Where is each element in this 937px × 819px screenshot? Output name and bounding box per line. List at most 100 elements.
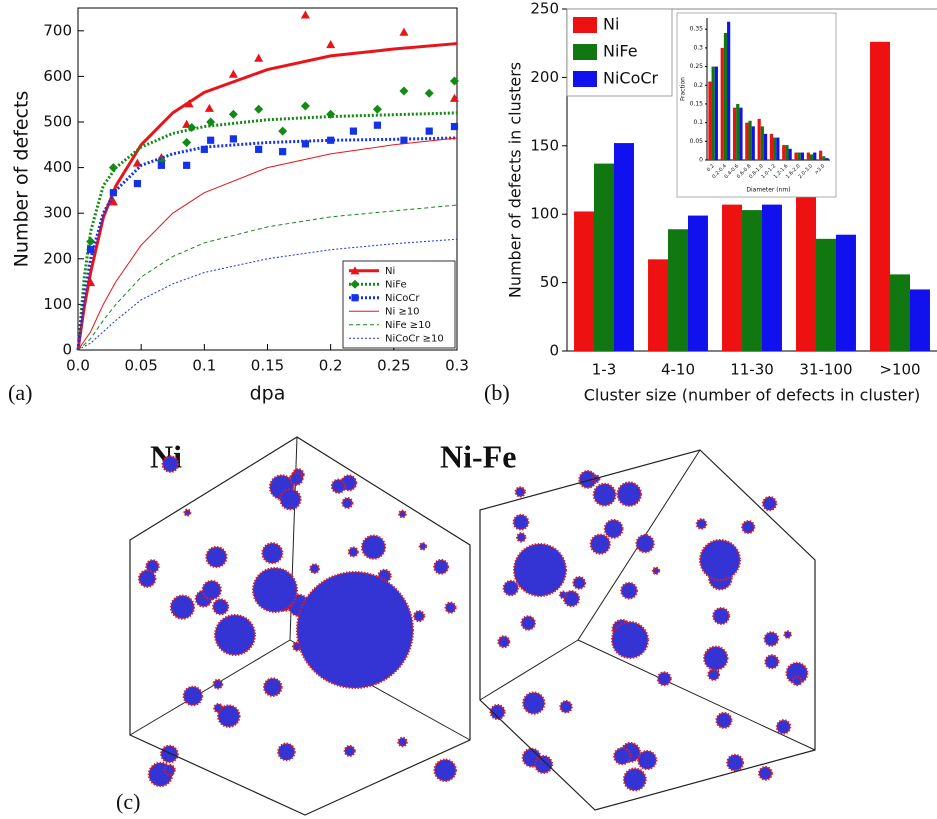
bar <box>745 122 749 160</box>
atom-cluster <box>637 749 658 771</box>
atom-cluster <box>201 579 222 601</box>
atom-cluster <box>715 711 733 729</box>
atom-cluster <box>205 545 228 569</box>
bar <box>594 163 614 351</box>
atom-cluster <box>252 567 298 613</box>
atom-cluster <box>212 678 224 690</box>
legend-label: NiFe <box>385 279 407 290</box>
atom-cluster <box>783 630 792 639</box>
atom-cluster <box>160 744 179 764</box>
atom-cluster <box>512 513 530 531</box>
atom-cluster <box>635 533 655 554</box>
data-point <box>200 145 208 153</box>
y-tick-label: 500 <box>43 113 72 131</box>
data-point <box>206 117 216 127</box>
bar <box>782 145 786 160</box>
data-point <box>228 109 238 119</box>
panel-label: (b) <box>484 380 510 405</box>
atom-cluster <box>651 566 661 575</box>
data-point <box>400 136 408 144</box>
bar <box>732 107 737 160</box>
bar <box>909 289 930 351</box>
bar <box>890 274 910 351</box>
atom-cluster <box>520 615 536 631</box>
atom-cluster <box>611 621 649 659</box>
data-point <box>349 127 358 135</box>
bar <box>742 210 762 351</box>
bar <box>806 152 810 160</box>
legend-label: NiFe ≥10 <box>385 320 431 331</box>
atom-cluster <box>433 558 450 575</box>
atom-cluster <box>562 590 581 608</box>
cube-edge <box>479 639 579 701</box>
y-tick-label: 0.05 <box>690 138 704 145</box>
data-point <box>254 53 264 62</box>
y-tick-label: 0.2 <box>693 82 703 89</box>
bar <box>668 229 688 351</box>
data-point <box>133 179 141 188</box>
data-point <box>187 122 197 132</box>
legend-label: Ni <box>385 266 395 277</box>
data-point <box>204 103 214 112</box>
bar <box>797 152 801 160</box>
atom-cluster <box>412 609 426 623</box>
y-axis-label: Fraction <box>680 77 687 101</box>
bar <box>822 156 826 160</box>
x-tick-label: 0.0 <box>66 357 90 375</box>
x-tick-label: 31-100 <box>799 361 852 379</box>
atom-cluster <box>703 645 729 671</box>
atom-cluster <box>347 546 359 558</box>
data-point <box>109 189 117 197</box>
data-point <box>229 135 237 143</box>
data-point <box>326 39 336 49</box>
atom-cluster <box>603 518 624 539</box>
atom-cluster <box>712 607 731 625</box>
atom-cluster <box>699 539 741 581</box>
y-tick-label: 0 <box>699 157 703 164</box>
bar <box>711 66 715 160</box>
fit-curve <box>76 42 458 351</box>
atom-cluster <box>161 455 180 473</box>
fit-curve <box>77 238 458 351</box>
bar <box>714 66 718 160</box>
x-tick-label: 11-30 <box>730 361 774 379</box>
y-tick-label: 0.35 <box>690 26 704 33</box>
atom-cluster <box>741 519 756 535</box>
x-axis-label: Cluster size (number of defects in clust… <box>584 386 921 405</box>
atom-cluster <box>534 754 554 775</box>
bar <box>763 133 768 160</box>
atom-cluster <box>360 534 387 560</box>
atom-cluster <box>502 579 519 597</box>
x-tick-label: 0.25 <box>377 357 410 375</box>
atom-cluster <box>418 542 428 551</box>
x-axis-label: Diameter (nm) <box>746 187 790 194</box>
data-point <box>301 140 309 148</box>
data-point <box>182 138 192 148</box>
legend-marker <box>350 266 360 275</box>
fit-curve <box>76 111 458 351</box>
y-tick-label: 100 <box>43 295 72 313</box>
atom-cluster <box>343 744 356 757</box>
atom-cluster <box>277 742 296 762</box>
atom-cluster <box>398 509 407 519</box>
atom-cluster <box>262 677 283 697</box>
data-point <box>254 104 264 114</box>
bar <box>813 152 817 160</box>
image-title: Ni-Fe <box>440 438 516 474</box>
atom-cluster <box>444 601 457 614</box>
bar <box>800 152 805 160</box>
bar <box>773 137 777 160</box>
atom-cluster <box>620 581 638 600</box>
bar <box>760 126 764 160</box>
atom-cluster <box>261 542 284 565</box>
atom-cluster <box>761 495 778 512</box>
y-tick-label: 150 <box>530 136 559 154</box>
bar <box>748 120 752 160</box>
legend-swatch <box>573 44 597 60</box>
atom-cluster <box>489 703 506 721</box>
atom-cluster <box>559 700 573 714</box>
atom-cluster <box>791 675 803 687</box>
y-tick-label: 0 <box>549 342 559 360</box>
